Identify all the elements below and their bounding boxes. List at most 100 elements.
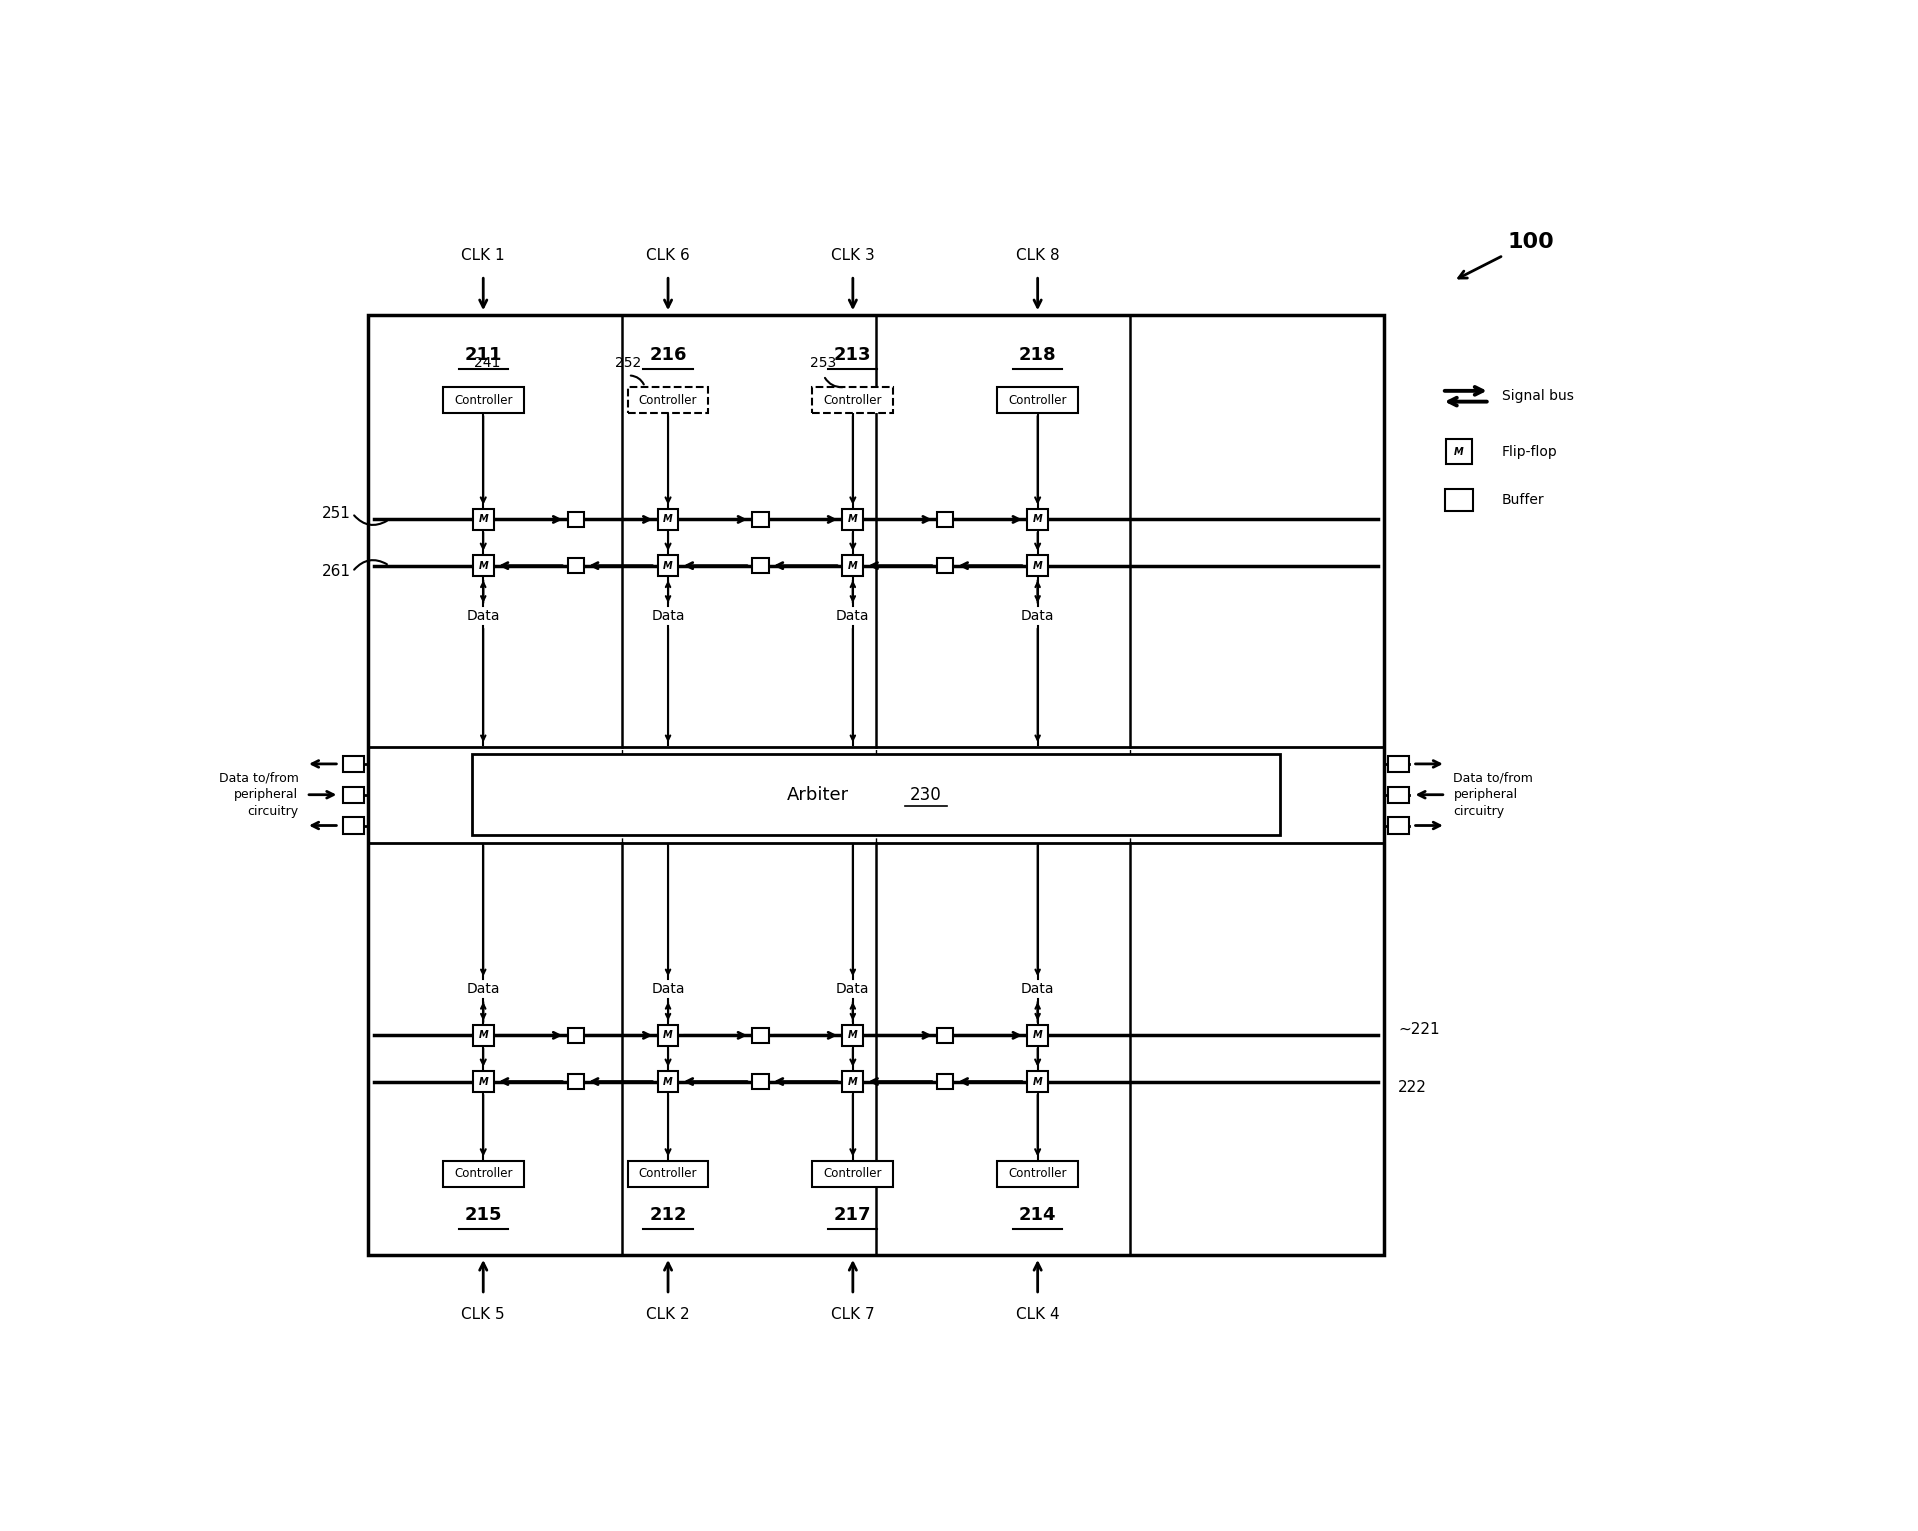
Text: Signal bus: Signal bus xyxy=(1502,389,1575,403)
Bar xyxy=(658,556,679,576)
Text: Controller: Controller xyxy=(639,1168,698,1180)
Text: CLK 2: CLK 2 xyxy=(646,1307,690,1323)
Bar xyxy=(1028,1072,1047,1092)
Text: CLK 4: CLK 4 xyxy=(1017,1307,1059,1323)
Text: Controller: Controller xyxy=(1009,1168,1066,1180)
Bar xyxy=(752,557,769,573)
Text: 252: 252 xyxy=(616,357,641,371)
Bar xyxy=(627,387,708,413)
Bar xyxy=(938,511,953,527)
Bar xyxy=(1444,490,1473,511)
Text: Data: Data xyxy=(466,609,501,623)
Bar xyxy=(752,1027,769,1043)
Bar xyxy=(813,387,894,413)
Text: Data to/from
peripheral
circuitry: Data to/from peripheral circuitry xyxy=(1454,772,1532,818)
Bar xyxy=(343,756,364,772)
Text: Data: Data xyxy=(1020,609,1055,623)
Text: M: M xyxy=(1032,1076,1043,1087)
Text: M: M xyxy=(848,1076,857,1087)
Text: Data: Data xyxy=(652,983,685,997)
Bar xyxy=(1389,818,1410,833)
Bar xyxy=(842,1024,863,1046)
Text: Data: Data xyxy=(1020,983,1055,997)
Text: Data to/from
peripheral
circuitry: Data to/from peripheral circuitry xyxy=(219,772,299,818)
Bar xyxy=(938,1027,953,1043)
Text: 211: 211 xyxy=(464,346,503,364)
Text: 251: 251 xyxy=(322,505,351,521)
Bar xyxy=(842,556,863,576)
Text: M: M xyxy=(848,560,857,571)
Text: 215: 215 xyxy=(464,1206,503,1223)
Text: 261: 261 xyxy=(322,565,351,579)
Text: Flip-flop: Flip-flop xyxy=(1502,444,1557,459)
Text: Controller: Controller xyxy=(823,1168,882,1180)
Text: Data: Data xyxy=(836,983,869,997)
Text: M: M xyxy=(1454,447,1463,456)
Text: CLK 8: CLK 8 xyxy=(1017,248,1059,263)
Text: 100: 100 xyxy=(1508,233,1554,253)
Bar xyxy=(1028,508,1047,530)
Bar xyxy=(752,511,769,527)
Bar xyxy=(938,1073,953,1089)
Text: CLK 7: CLK 7 xyxy=(830,1307,875,1323)
Text: M: M xyxy=(1032,560,1043,571)
FancyArrowPatch shape xyxy=(355,516,387,525)
Text: M: M xyxy=(478,1076,487,1087)
Bar xyxy=(474,1072,493,1092)
Text: Controller: Controller xyxy=(455,1168,512,1180)
Text: Controller: Controller xyxy=(823,393,882,407)
Bar xyxy=(474,508,493,530)
Bar xyxy=(568,1027,583,1043)
Bar xyxy=(627,1160,708,1187)
Text: CLK 5: CLK 5 xyxy=(462,1307,504,1323)
Bar xyxy=(813,1160,894,1187)
Text: 241: 241 xyxy=(474,357,501,371)
Bar xyxy=(568,1073,583,1089)
Bar xyxy=(997,1160,1078,1187)
Bar xyxy=(443,1160,524,1187)
Text: 222: 222 xyxy=(1398,1081,1427,1095)
Text: M: M xyxy=(664,1030,673,1041)
Bar xyxy=(842,1072,863,1092)
Text: CLK 1: CLK 1 xyxy=(462,248,504,263)
FancyArrowPatch shape xyxy=(631,375,644,384)
Text: 214: 214 xyxy=(1018,1206,1057,1223)
Bar xyxy=(343,818,364,833)
Text: M: M xyxy=(848,514,857,525)
Text: 217: 217 xyxy=(834,1206,871,1223)
Bar xyxy=(938,557,953,573)
Bar xyxy=(658,1024,679,1046)
Bar xyxy=(1389,756,1410,772)
Bar xyxy=(842,508,863,530)
Text: Controller: Controller xyxy=(1009,393,1066,407)
Text: M: M xyxy=(478,1030,487,1041)
Bar xyxy=(658,508,679,530)
Text: M: M xyxy=(1032,514,1043,525)
Bar xyxy=(1446,439,1471,464)
Text: Controller: Controller xyxy=(455,393,512,407)
Bar xyxy=(752,1073,769,1089)
Text: 230: 230 xyxy=(911,785,942,804)
Text: 213: 213 xyxy=(834,346,871,364)
FancyArrowPatch shape xyxy=(355,560,387,570)
Text: 216: 216 xyxy=(650,346,687,364)
Text: CLK 6: CLK 6 xyxy=(646,248,690,263)
Text: Data: Data xyxy=(652,609,685,623)
Text: Arbiter: Arbiter xyxy=(786,785,850,804)
Text: M: M xyxy=(664,1076,673,1087)
Bar xyxy=(568,511,583,527)
Text: M: M xyxy=(664,560,673,571)
Bar xyxy=(997,387,1078,413)
Text: 212: 212 xyxy=(650,1206,687,1223)
Text: CLK 3: CLK 3 xyxy=(830,248,875,263)
Bar xyxy=(568,557,583,573)
Bar xyxy=(368,315,1385,1255)
Text: Data: Data xyxy=(836,609,869,623)
Text: M: M xyxy=(478,560,487,571)
Text: Buffer: Buffer xyxy=(1502,493,1544,507)
Bar xyxy=(658,1072,679,1092)
Bar xyxy=(343,787,364,802)
Bar xyxy=(1389,787,1410,802)
Bar xyxy=(1028,556,1047,576)
Bar xyxy=(472,755,1279,834)
